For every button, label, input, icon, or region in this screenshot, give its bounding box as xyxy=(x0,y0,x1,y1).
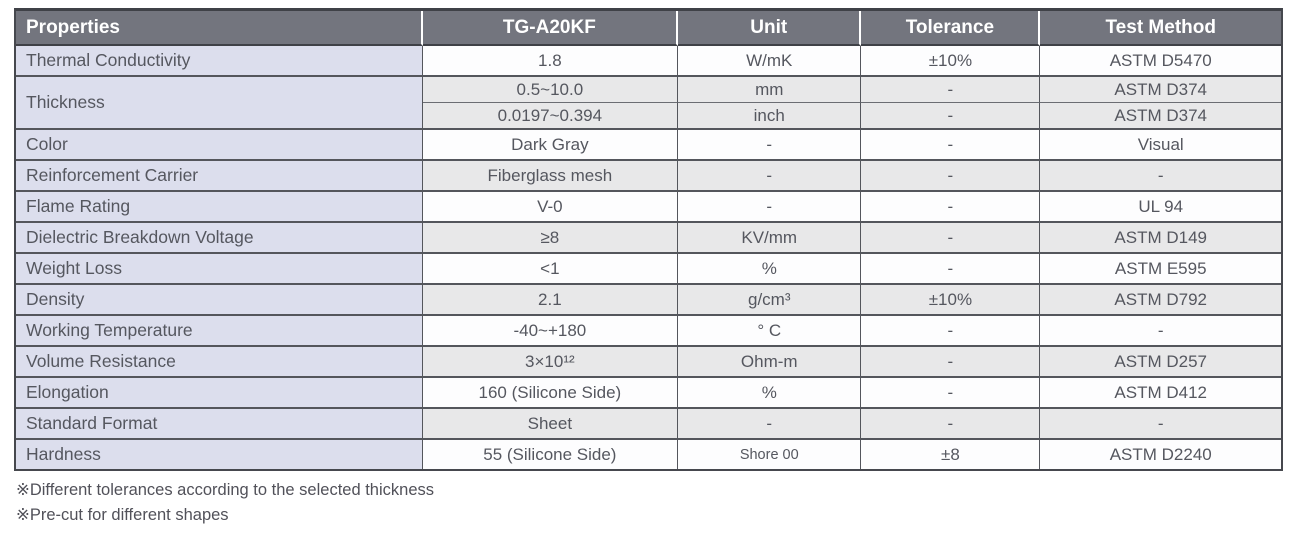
tolerance-cell: ±8 xyxy=(861,440,1041,469)
unit-cell: KV/mm xyxy=(678,223,862,254)
column-header-test-method: Test Method xyxy=(1040,11,1281,46)
column-header-product: TG-A20KF xyxy=(422,11,679,46)
test-method-cell: ASTM D374 xyxy=(1040,103,1281,130)
tolerance-cell: - xyxy=(861,77,1041,103)
property-cell: Reinforcement Carrier xyxy=(16,161,423,192)
value-cell: 0.5~10.0 xyxy=(422,77,679,103)
property-cell: Weight Loss xyxy=(16,254,423,285)
unit-cell: - xyxy=(678,192,862,223)
column-header-tolerance: Tolerance xyxy=(861,11,1041,46)
test-method-cell: ASTM D257 xyxy=(1040,347,1281,378)
value-cell: 0.0197~0.394 xyxy=(422,103,679,130)
tolerance-cell: ±10% xyxy=(861,46,1041,77)
tolerance-cell: - xyxy=(861,192,1041,223)
footnotes: ※Different tolerances according to the s… xyxy=(14,478,1283,528)
property-cell: Thermal Conductivity xyxy=(16,46,423,77)
unit-cell: % xyxy=(678,378,862,409)
test-method-cell: ASTM D792 xyxy=(1040,285,1281,316)
column-header-properties: Properties xyxy=(16,11,423,46)
tolerance-cell: - xyxy=(861,254,1041,285)
value-cell: Fiberglass mesh xyxy=(422,161,679,192)
property-cell: Hardness xyxy=(16,440,423,469)
unit-cell: mm xyxy=(678,77,862,103)
table-row: Color Dark Gray - - Visual xyxy=(16,130,1281,161)
value-cell: -40~+180 xyxy=(422,316,679,347)
unit-cell: g/cm³ xyxy=(678,285,862,316)
tolerance-cell: ±10% xyxy=(861,285,1041,316)
property-cell: Volume Resistance xyxy=(16,347,423,378)
unit-cell: W/mK xyxy=(678,46,862,77)
tolerance-cell: - xyxy=(861,378,1041,409)
table-row: Standard Format Sheet - - - xyxy=(16,409,1281,440)
unit-cell: Ohm-m xyxy=(678,347,862,378)
table-row: Density 2.1 g/cm³ ±10% ASTM D792 xyxy=(16,285,1281,316)
test-method-cell: ASTM E595 xyxy=(1040,254,1281,285)
value-cell: V-0 xyxy=(422,192,679,223)
test-method-cell: Visual xyxy=(1040,130,1281,161)
test-method-cell: ASTM D5470 xyxy=(1040,46,1281,77)
value-cell: Sheet xyxy=(422,409,679,440)
test-method-cell: UL 94 xyxy=(1040,192,1281,223)
tolerance-cell: - xyxy=(861,103,1041,130)
table-row: Thickness 0.5~10.0 mm - ASTM D374 xyxy=(16,77,1281,130)
test-method-cell: - xyxy=(1040,409,1281,440)
tolerance-cell: - xyxy=(861,161,1041,192)
table-row: Weight Loss <1% - ASTM E595 xyxy=(16,254,1281,285)
table-row: Hardness 55 (Silicone Side) Shore 00 ±8 ASTM… xyxy=(16,440,1281,469)
value-cell: <1 xyxy=(422,254,679,285)
test-method-cell: ASTM D2240 xyxy=(1040,440,1281,469)
test-method-cell: ASTM D149 xyxy=(1040,223,1281,254)
table-row: Dielectric Breakdown Voltage ≥8 KV/mm - ASTM… xyxy=(16,223,1281,254)
table-body: Thermal Conductivity 1.8 W/mK ±10% ASTM D547… xyxy=(16,46,1281,469)
property-cell: Elongation xyxy=(16,378,423,409)
value-cell: 3×10¹² xyxy=(422,347,679,378)
unit-cell: - xyxy=(678,130,862,161)
property-cell: Color xyxy=(16,130,423,161)
unit-cell: ° C xyxy=(678,316,862,347)
test-method-cell: - xyxy=(1040,316,1281,347)
property-cell: Density xyxy=(16,285,423,316)
value-cell: 55 (Silicone Side) xyxy=(422,440,679,469)
unit-cell: % xyxy=(678,254,862,285)
tolerance-cell: - xyxy=(861,223,1041,254)
tolerance-cell: - xyxy=(861,409,1041,440)
table-row: Elongation 160 (Silicone Side)% - ASTM D412 xyxy=(16,378,1281,409)
property-cell: Working Temperature xyxy=(16,316,423,347)
value-cell: 2.1 xyxy=(422,285,679,316)
unit-cell: Shore 00 xyxy=(678,440,862,469)
test-method-cell: - xyxy=(1040,161,1281,192)
footnote-precut: ※Pre-cut for different shapes xyxy=(16,506,229,524)
property-cell: Thickness xyxy=(16,77,423,130)
value-cell: 160 (Silicone Side) xyxy=(422,378,679,409)
test-method-cell: ASTM D412 xyxy=(1040,378,1281,409)
table-row: Reinforcement Carrier Fiberglass mesh - - - xyxy=(16,161,1281,192)
column-header-unit: Unit xyxy=(678,11,862,46)
table-row: Working Temperature -40~+180 ° C-- xyxy=(16,316,1281,347)
footnote-tolerance: ※Different tolerances according to the s… xyxy=(16,481,434,499)
property-cell: Dielectric Breakdown Voltage xyxy=(16,223,423,254)
value-cell: ≥8 xyxy=(422,223,679,254)
table-row: 0.0197~0.394 inch - ASTM D374 xyxy=(16,103,1281,130)
spec-table: Properties TG-A20KF Unit Tolerance Test … xyxy=(14,8,1283,471)
tolerance-cell: - xyxy=(861,316,1041,347)
unit-cell: inch xyxy=(678,103,862,130)
table-row: Volume Resistance 3×10¹² Ohm-m - ASTM D257 xyxy=(16,347,1281,378)
property-cell: Flame Rating xyxy=(16,192,423,223)
table-row: Thermal Conductivity 1.8 W/mK ±10% ASTM D547… xyxy=(16,46,1281,77)
header-row: Properties TG-A20KF Unit Tolerance Test … xyxy=(16,11,1281,46)
unit-cell: - xyxy=(678,161,862,192)
value-cell: 1.8 xyxy=(422,46,679,77)
value-cell: Dark Gray xyxy=(422,130,679,161)
test-method-cell: ASTM D374 xyxy=(1040,77,1281,103)
property-cell: Standard Format xyxy=(16,409,423,440)
tolerance-cell: - xyxy=(861,347,1041,378)
table-row: Flame Rating V-0- - UL 94 xyxy=(16,192,1281,223)
unit-cell: - xyxy=(678,409,862,440)
tolerance-cell: - xyxy=(861,130,1041,161)
